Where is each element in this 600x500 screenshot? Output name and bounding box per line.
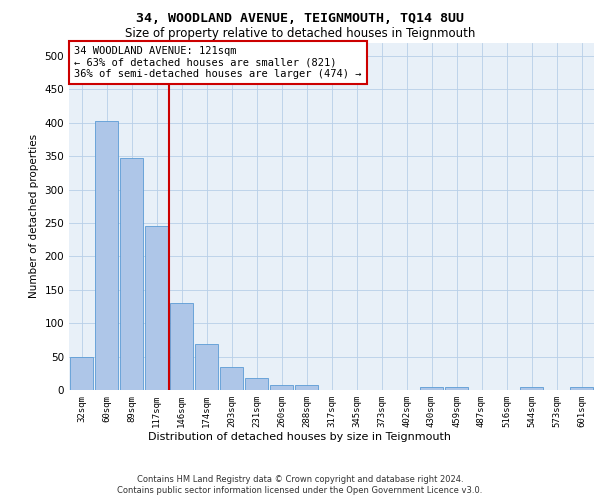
Text: Contains public sector information licensed under the Open Government Licence v3: Contains public sector information licen… (118, 486, 482, 495)
Bar (520, 388, 543, 390)
Bar (295, 386, 318, 390)
Bar (145, 226, 168, 390)
Text: Contains HM Land Registry data © Crown copyright and database right 2024.: Contains HM Land Registry data © Crown c… (137, 475, 463, 484)
Text: Size of property relative to detached houses in Teignmouth: Size of property relative to detached ho… (125, 28, 475, 40)
Bar (95, 120, 118, 390)
Y-axis label: Number of detached properties: Number of detached properties (29, 134, 39, 298)
Bar (570, 388, 593, 390)
Bar (420, 386, 443, 390)
Text: 34 WOODLAND AVENUE: 121sqm
← 63% of detached houses are smaller (821)
36% of sem: 34 WOODLAND AVENUE: 121sqm ← 63% of deta… (74, 46, 362, 79)
Bar (120, 158, 143, 390)
Text: 34, WOODLAND AVENUE, TEIGNMOUTH, TQ14 8UU: 34, WOODLAND AVENUE, TEIGNMOUTH, TQ14 8U… (136, 12, 464, 26)
Text: Distribution of detached houses by size in Teignmouth: Distribution of detached houses by size … (149, 432, 452, 442)
Bar (70, 356, 93, 390)
Bar (220, 366, 243, 390)
Bar (270, 386, 293, 390)
Bar (170, 303, 193, 390)
Bar (445, 388, 468, 390)
Bar (245, 378, 268, 390)
Bar (195, 344, 218, 390)
